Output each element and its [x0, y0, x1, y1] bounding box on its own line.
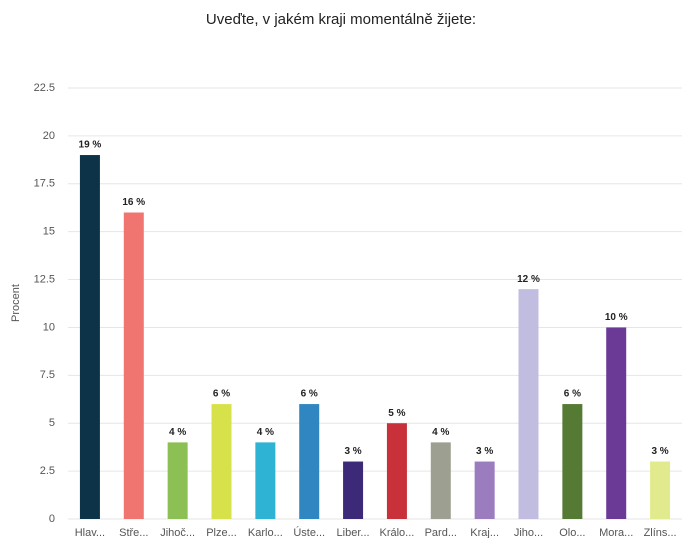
y-tick-label: 0	[49, 513, 55, 525]
bar	[167, 442, 188, 519]
bar	[255, 442, 276, 519]
x-tick-label: Úste...	[293, 526, 325, 538]
bar	[123, 212, 144, 519]
bar	[474, 461, 495, 519]
x-tick-label: Olo...	[559, 527, 585, 538]
y-tick-label: 10	[43, 321, 55, 333]
y-tick-label: 17.5	[34, 178, 55, 190]
bar	[299, 404, 320, 519]
y-tick-label: 22.5	[34, 82, 55, 94]
bar	[79, 155, 100, 520]
x-tick-label: Pard...	[425, 527, 457, 538]
bar	[562, 404, 583, 519]
value-label: 4 %	[169, 427, 186, 438]
value-label: 6 %	[213, 389, 230, 400]
bar	[606, 327, 627, 519]
value-label: 3 %	[476, 446, 493, 457]
x-tick-label: Hlav...	[75, 527, 105, 538]
y-tick-label: 20	[43, 130, 55, 142]
value-label: 3 %	[344, 446, 361, 457]
value-label: 4 %	[432, 427, 449, 438]
x-tick-label: Jihoč...	[160, 527, 195, 538]
y-tick-label: 7.5	[40, 369, 55, 381]
value-label: 4 %	[257, 427, 274, 438]
chart-title: Uveďte, v jakém kraji momentálně žijete:	[206, 11, 476, 28]
bar	[211, 404, 232, 519]
bar	[518, 289, 539, 519]
value-label: 16 %	[122, 197, 145, 208]
x-tick-label: Stře...	[119, 527, 148, 538]
x-tick-label: Karlo...	[248, 527, 283, 538]
value-label: 5 %	[388, 408, 405, 419]
x-tick-label: Plze...	[206, 527, 237, 538]
bar	[430, 442, 451, 519]
y-axis-label: Procent	[10, 284, 22, 322]
bar	[650, 461, 671, 519]
x-tick-label: Mora...	[599, 527, 633, 538]
x-tick-label: Jiho...	[514, 527, 543, 538]
x-tick-label: Zlíns...	[644, 527, 677, 538]
x-tick-label: Kraj...	[470, 527, 499, 538]
bar	[386, 423, 407, 519]
y-tick-label: 12.5	[34, 273, 55, 285]
value-label: 3 %	[651, 446, 668, 457]
x-tick-label: Liber...	[337, 527, 370, 538]
y-tick-label: 2.5	[40, 465, 55, 477]
x-tick-label: Králo...	[379, 527, 414, 538]
y-tick-label: 5	[49, 417, 55, 429]
value-label: 19 %	[79, 140, 102, 151]
value-label: 6 %	[301, 389, 318, 400]
value-label: 6 %	[564, 389, 581, 400]
bar	[343, 461, 364, 519]
value-label: 12 %	[517, 274, 540, 285]
y-tick-label: 15	[43, 226, 55, 238]
value-label: 10 %	[605, 312, 628, 323]
